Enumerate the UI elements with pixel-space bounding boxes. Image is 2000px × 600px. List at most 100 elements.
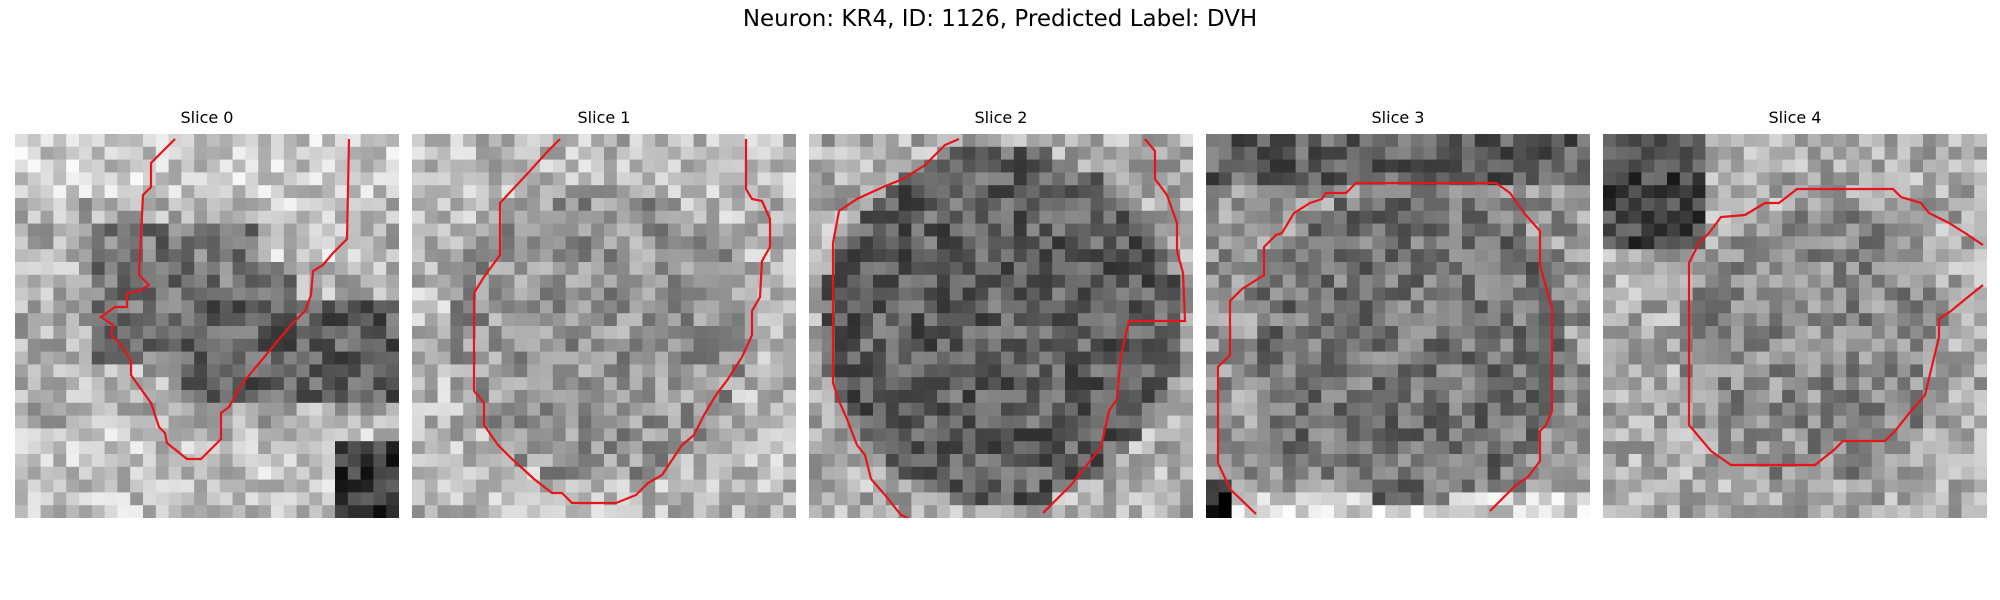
pixel-cell [604, 185, 618, 199]
pixel-cell [66, 364, 80, 378]
pixel-cell [1679, 326, 1694, 340]
pixel-cell [322, 492, 336, 506]
pixel-cell [1948, 210, 1962, 225]
pixel-cell [412, 338, 426, 353]
pixel-cell [591, 377, 605, 391]
pixel-cell [1705, 198, 1719, 212]
pixel-cell [655, 441, 669, 455]
pixel-cell [1385, 313, 1399, 327]
pixel-cell [924, 134, 938, 148]
pixel-cell [911, 479, 925, 493]
pixel-cell [744, 236, 759, 250]
pixel-cell [245, 454, 259, 468]
pixel-cell [1551, 262, 1565, 276]
pixel-cell [962, 466, 976, 481]
pixel-cell [1103, 479, 1117, 493]
pixel-cell [143, 262, 157, 276]
pixel-cell [1231, 441, 1245, 455]
pixel-cell [1334, 364, 1348, 378]
pixel-cell [1923, 287, 1937, 301]
pixel-cell [757, 390, 771, 404]
pixel-cell [924, 415, 938, 429]
pixel-cell [143, 134, 157, 148]
pixel-cell [1474, 415, 1489, 429]
pixel-cell [1628, 159, 1642, 173]
pixel-cell [40, 274, 54, 289]
pixel-cell [1513, 415, 1527, 429]
pixel-cell [1743, 364, 1758, 378]
pixel-cell [1257, 223, 1271, 237]
pixel-cell [335, 274, 349, 289]
pixel-cell [283, 210, 298, 225]
pixel-cell [1807, 415, 1822, 429]
pixel-cell [1398, 146, 1412, 161]
pixel-cell [1641, 146, 1655, 161]
pixel-cell [360, 479, 374, 493]
pixel-cell [1321, 377, 1335, 391]
pixel-cell [860, 505, 874, 518]
pixel-cell [1308, 300, 1322, 314]
pixel-cell [911, 402, 925, 417]
slice-title-3: Slice 3 [1371, 108, 1425, 127]
pixel-cell [949, 236, 964, 250]
pixel-cell [181, 428, 195, 442]
pixel-cell [668, 249, 682, 263]
pixel-cell [1948, 236, 1962, 250]
pixel-cell [540, 134, 554, 148]
pixel-cell [1462, 390, 1476, 404]
pixel-cell [1513, 466, 1527, 481]
pixel-cell [1897, 236, 1911, 250]
pixel-cell [1538, 441, 1553, 455]
pixel-cell [360, 262, 374, 276]
pixel-cell [463, 466, 477, 481]
pixel-cell [463, 492, 477, 506]
pixel-cell [1500, 159, 1514, 173]
pixel-cell [591, 210, 605, 225]
pixel-cell [1871, 223, 1886, 237]
pixel-cell [1782, 262, 1796, 276]
pixel-cell [1410, 402, 1425, 417]
pixel-cell [1359, 236, 1373, 250]
pixel-cell [1948, 338, 1962, 353]
pixel-cell [386, 274, 399, 289]
pixel-cell [1923, 159, 1937, 173]
pixel-cell [693, 351, 707, 365]
pixel-cell [488, 390, 503, 404]
pixel-cell [911, 236, 925, 250]
pixel-cell [1538, 364, 1553, 378]
pixel-cell [104, 313, 118, 327]
pixel-cell [1923, 402, 1937, 417]
pixel-cell [245, 351, 259, 365]
pixel-cell [1654, 364, 1668, 378]
pixel-cell [1833, 338, 1847, 353]
pixel-cell [271, 134, 285, 148]
pixel-cell [1897, 326, 1911, 340]
pixel-cell [1257, 236, 1271, 250]
pixel-cell [540, 454, 554, 468]
pixel-cell [1359, 492, 1373, 506]
pixel-cell [1718, 198, 1732, 212]
pixel-cell [412, 428, 426, 442]
pixel-cell [757, 185, 771, 199]
pixel-cell [15, 338, 29, 353]
pixel-cell [744, 428, 759, 442]
pixel-cell [1679, 441, 1694, 455]
pixel-cell [79, 146, 93, 161]
pixel-cell [744, 198, 759, 212]
pixel-cell [143, 415, 157, 429]
slice-title-2: Slice 2 [974, 108, 1028, 127]
pixel-cell [1218, 402, 1233, 417]
pixel-cell [578, 159, 592, 173]
pixel-cell [219, 223, 234, 237]
pixel-cell [1129, 364, 1143, 378]
pixel-cell [104, 287, 118, 301]
pixel-cell [412, 415, 426, 429]
pixel-cell [591, 338, 605, 353]
pixel-cell [744, 390, 759, 404]
pixel-cell [668, 236, 682, 250]
pixel-cell [437, 287, 451, 301]
pixel-cell [1103, 287, 1117, 301]
pixel-cell [296, 364, 310, 378]
pixel-cell [1718, 236, 1732, 250]
pixel-cell [1180, 377, 1193, 391]
